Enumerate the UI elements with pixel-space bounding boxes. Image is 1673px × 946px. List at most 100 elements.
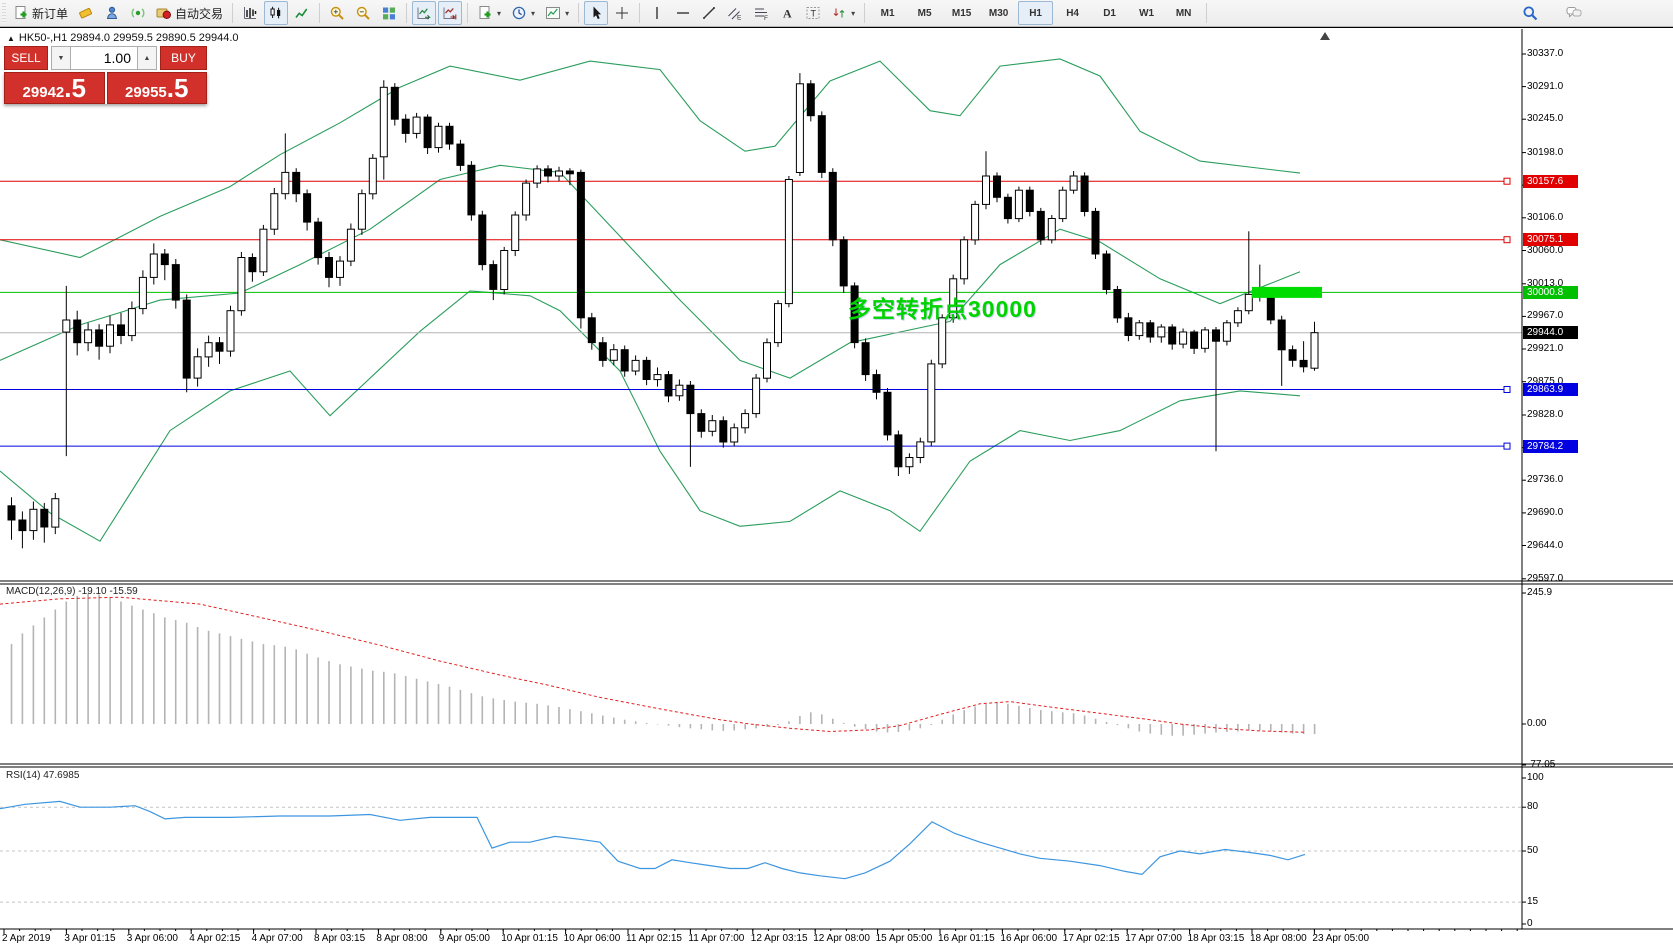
candle xyxy=(1069,175,1078,191)
periods-icon xyxy=(512,6,526,20)
new-order-button[interactable]: 新订单 xyxy=(9,1,72,25)
chart-shift-marker[interactable] xyxy=(1320,32,1330,40)
main-toolbar: 新订单 自动交易 ▾ ▾ ▾ E F A T ▾ M1 M5 M15 M30 H1 H4 D1 W1 MN xyxy=(0,0,1673,27)
zoom-in-button[interactable] xyxy=(325,1,349,25)
cursor-button[interactable] xyxy=(584,1,609,25)
bar-chart-button[interactable] xyxy=(238,1,262,25)
candle xyxy=(171,264,180,301)
candle xyxy=(565,170,574,175)
svg-text:A: A xyxy=(783,7,792,21)
buy-button[interactable]: BUY xyxy=(160,46,207,70)
arrows-icon xyxy=(833,8,845,18)
candle xyxy=(1135,322,1144,337)
candle xyxy=(576,171,585,319)
candle xyxy=(248,257,257,273)
candle xyxy=(292,171,301,195)
candle xyxy=(587,317,596,344)
candle xyxy=(51,498,60,528)
candle xyxy=(850,285,859,344)
candle xyxy=(522,182,531,216)
chat-button[interactable] xyxy=(1562,1,1586,25)
vertical-line-button[interactable] xyxy=(645,1,669,25)
timeframe-m5-button[interactable]: M5 xyxy=(917,7,932,19)
candle xyxy=(1146,322,1155,338)
crosshair-icon xyxy=(616,7,629,19)
timeframe-mn-button[interactable]: MN xyxy=(1175,7,1192,19)
candle xyxy=(1157,326,1166,338)
zoom-out-icon xyxy=(356,6,370,20)
timeframe-m1-button[interactable]: M1 xyxy=(880,7,895,19)
zoom-out-button[interactable] xyxy=(351,1,375,25)
timeframe-h4-button[interactable]: H4 xyxy=(1066,7,1079,19)
candlestick-chart-button[interactable] xyxy=(264,1,289,25)
templates-dropdown[interactable]: ▾ xyxy=(541,1,573,25)
market-watch-button[interactable] xyxy=(100,1,124,25)
candle xyxy=(664,374,673,397)
candle xyxy=(555,170,563,177)
candle xyxy=(763,342,771,379)
crosshair-button[interactable] xyxy=(610,1,634,25)
candle xyxy=(204,342,213,358)
level-line-handle[interactable] xyxy=(1503,177,1511,185)
text-button[interactable]: A xyxy=(775,1,799,25)
candle xyxy=(73,319,82,344)
level-line-handle[interactable] xyxy=(1503,442,1511,450)
candle xyxy=(1124,317,1133,336)
timeframe-d1-button[interactable]: D1 xyxy=(1103,7,1116,19)
fibonacci-button[interactable]: F xyxy=(749,1,773,25)
signals-button[interactable] xyxy=(126,1,150,25)
chart-shift-button[interactable] xyxy=(438,1,463,25)
candle xyxy=(828,171,837,241)
candle xyxy=(18,519,27,532)
candle xyxy=(62,319,71,333)
candle xyxy=(346,228,355,262)
level-line-handle[interactable] xyxy=(1503,236,1511,244)
svg-text:E: E xyxy=(737,15,742,22)
text-label-button[interactable]: T xyxy=(801,1,825,25)
candle xyxy=(1091,210,1100,255)
price-chart-svg xyxy=(0,29,1673,934)
bar-chart-icon xyxy=(244,7,257,19)
level-line-handle[interactable] xyxy=(1503,386,1511,393)
tile-windows-button[interactable] xyxy=(377,1,401,25)
candle xyxy=(95,329,104,347)
sell-button[interactable]: SELL xyxy=(4,46,48,70)
candle xyxy=(1310,332,1319,369)
search-button[interactable] xyxy=(1518,1,1542,25)
horizontal-line-button[interactable] xyxy=(671,1,695,25)
candle xyxy=(259,228,268,273)
volume-decrease-button[interactable]: ▼ xyxy=(51,46,71,70)
buy-price-button[interactable]: 29955.5 xyxy=(106,72,207,104)
chart-canvas[interactable] xyxy=(0,28,1673,946)
dropdown-arrow-icon: ▾ xyxy=(565,8,570,18)
auto-scroll-button[interactable] xyxy=(412,1,437,25)
volume-increase-button[interactable]: ▲ xyxy=(137,46,157,70)
timeframe-m15-button[interactable]: M15 xyxy=(951,7,972,19)
candlesticks xyxy=(7,73,1319,549)
indicators-dropdown[interactable]: ▾ xyxy=(473,1,505,25)
candle xyxy=(357,193,366,230)
timeframe-m30-button[interactable]: M30 xyxy=(988,7,1009,19)
candle xyxy=(817,115,826,173)
timeframe-h1-button[interactable]: H1 xyxy=(1018,1,1054,25)
candle xyxy=(905,457,914,468)
arrows-dropdown[interactable]: ▾ xyxy=(827,1,859,25)
annotation-highlight-bar[interactable] xyxy=(1252,286,1322,298)
trendline-button[interactable] xyxy=(697,1,721,25)
line-chart-button[interactable] xyxy=(290,1,314,25)
candle xyxy=(270,193,279,230)
timeframe-w1-button[interactable]: W1 xyxy=(1139,7,1155,19)
candle xyxy=(237,257,246,312)
sell-price-button[interactable]: 29942.5 xyxy=(4,72,105,104)
candle xyxy=(467,164,476,216)
buy-price-main: 29955 xyxy=(125,84,167,101)
periods-dropdown[interactable]: ▾ xyxy=(507,1,539,25)
candle xyxy=(1113,289,1122,319)
autotrading-button[interactable]: 自动交易 xyxy=(152,1,227,25)
equidistant-channel-button[interactable]: E xyxy=(723,1,747,25)
metaeditor-button[interactable] xyxy=(74,1,98,25)
candle xyxy=(971,203,980,241)
candle xyxy=(631,359,640,372)
volume-input[interactable]: 1.00 xyxy=(71,46,137,70)
bollinger-upper-band xyxy=(0,58,1301,259)
